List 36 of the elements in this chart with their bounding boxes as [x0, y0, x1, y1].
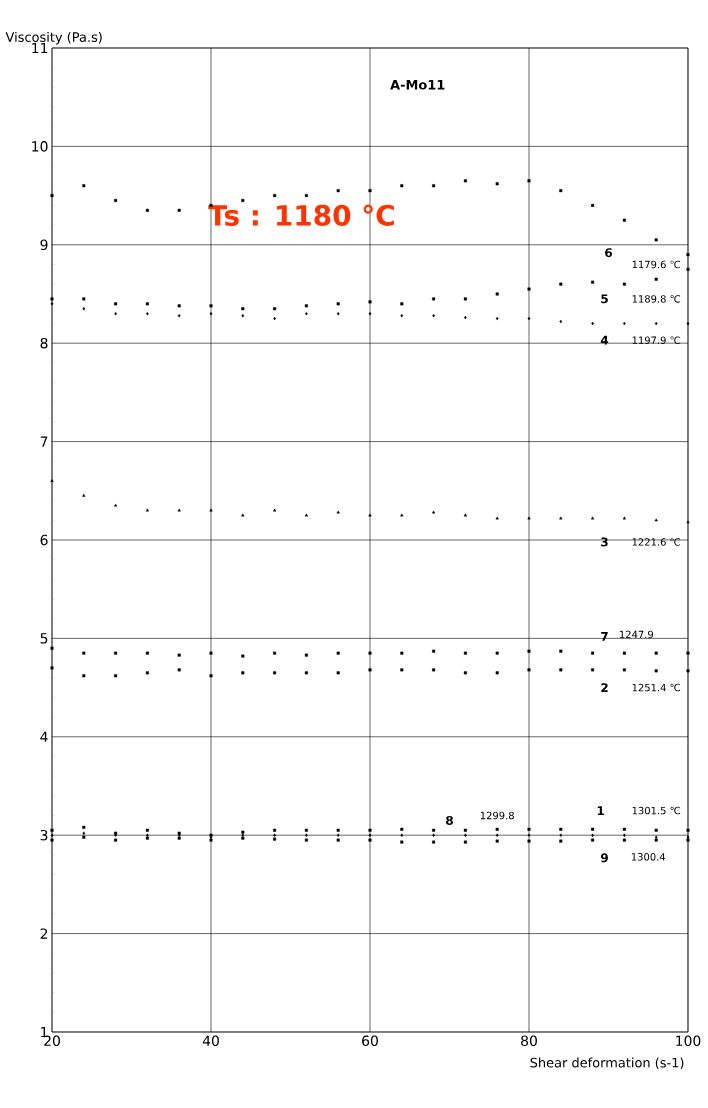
series-label: 8 — [446, 815, 453, 825]
y-tick-label: 7 — [40, 436, 48, 447]
series-label: 2 — [601, 683, 608, 693]
x-tick-label: 60 — [362, 1035, 378, 1047]
annotation: 1221.6 ℃ — [632, 538, 681, 546]
series-label: 3 — [601, 537, 608, 547]
y-tick-label: 2 — [40, 928, 48, 939]
y-tick-label: 8 — [40, 337, 48, 349]
annotation: 1300.4 — [631, 853, 666, 861]
y-tick-label: 5 — [40, 633, 48, 644]
annotation: Ts : 1180 °C — [208, 204, 394, 226]
series-label: 7 — [601, 632, 608, 641]
y-tick-label: 4 — [40, 731, 48, 742]
x-tick-label: 80 — [521, 1035, 537, 1047]
x-tick-label: 100 — [676, 1035, 701, 1047]
annotation: 1301.5 ℃ — [632, 806, 681, 815]
series-label: 4 — [600, 335, 609, 345]
y-tick-label: 3 — [40, 829, 48, 841]
series-label: 9 — [600, 853, 608, 863]
series-label: 1 — [597, 806, 604, 815]
y-tick-label: 11 — [32, 42, 48, 54]
annotation: 1251.4 ℃ — [632, 683, 681, 692]
annotation: 1179.6 ℃ — [632, 260, 681, 269]
text: A-Mo11 — [390, 79, 445, 90]
y-tick-label: 10 — [32, 141, 48, 152]
y-tick-label: 6 — [40, 534, 48, 546]
annotation: 1189.8 ℃ — [632, 295, 681, 303]
y-tick-label: 9 — [40, 239, 48, 251]
annotation: 1197.9 ℃ — [632, 336, 681, 344]
annotation: 1247.9 — [619, 630, 654, 639]
x-tick-label: 40 — [202, 1035, 219, 1047]
x-axis-title: Shear deformation (s-1) — [530, 1057, 684, 1070]
text: 6 — [605, 248, 613, 258]
y-axis-title: Viscosity (Pa.s) — [5, 31, 102, 45]
annotation: 1299.8 — [480, 811, 514, 820]
series-label: 5 — [601, 294, 608, 304]
